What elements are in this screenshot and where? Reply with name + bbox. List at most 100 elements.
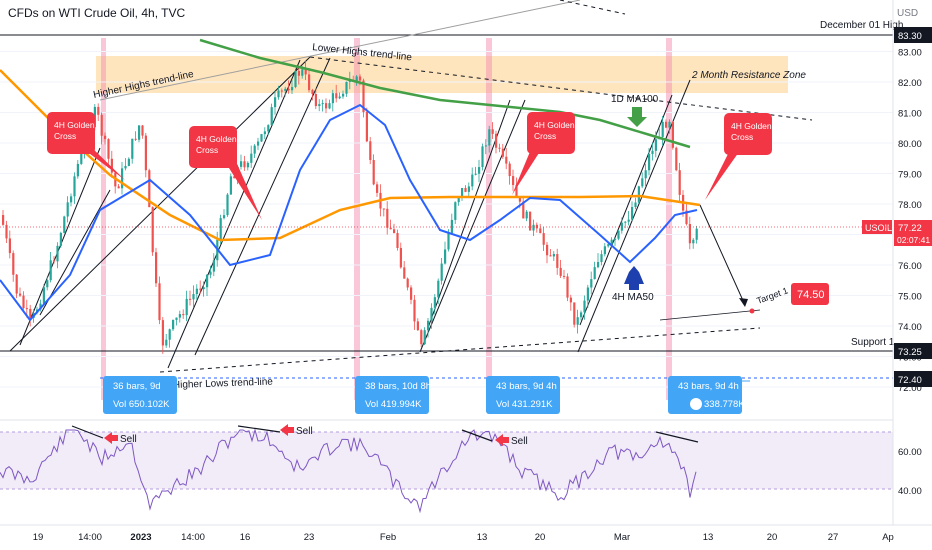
candle-body <box>297 70 300 76</box>
candle <box>311 88 314 101</box>
rsi-divergence-line-2 <box>237 425 281 433</box>
candle-body <box>39 303 42 310</box>
candle-body <box>70 196 73 203</box>
x-tick-label: 20 <box>767 532 778 543</box>
candle <box>641 172 644 189</box>
cross-span-3 <box>486 38 492 400</box>
replay-icon <box>690 398 702 410</box>
candle-body <box>393 229 396 233</box>
candle-body <box>624 221 627 223</box>
candle <box>590 271 593 295</box>
candle <box>165 333 168 348</box>
info-box-bg <box>103 376 177 414</box>
range-info-box-3: 43 bars, 9d 4h Vol 431.291K <box>486 376 560 414</box>
candle <box>73 172 76 204</box>
x-tick-label: 13 <box>703 532 714 543</box>
candle <box>399 242 402 269</box>
candle <box>481 143 484 171</box>
info-bars: 43 bars, 9d 4h <box>678 381 739 392</box>
callout-tail <box>512 142 546 195</box>
candle <box>209 265 212 279</box>
candle-body <box>607 244 610 247</box>
candle <box>63 215 66 234</box>
candle <box>355 75 358 86</box>
candle <box>433 293 436 315</box>
candle <box>185 290 188 322</box>
candle-body <box>263 131 266 135</box>
info-vol: Vol 419.994K <box>365 399 422 410</box>
candle <box>634 197 637 210</box>
candle <box>552 251 555 261</box>
candle-body <box>416 321 419 331</box>
candle <box>484 139 487 155</box>
cross-span-4 <box>666 38 672 400</box>
candle-body <box>529 211 532 231</box>
candle-body <box>382 208 385 210</box>
candle <box>5 220 8 243</box>
candle <box>246 161 249 171</box>
candle-body <box>410 287 413 300</box>
candle-body <box>321 103 324 105</box>
candle-body <box>12 253 15 275</box>
candle-body <box>355 76 358 82</box>
candle-body <box>427 320 430 331</box>
candle-body <box>665 121 668 128</box>
candle-body <box>637 186 640 203</box>
candle-body <box>223 215 226 219</box>
candle-body <box>165 339 168 346</box>
candle-body <box>457 196 460 203</box>
candle <box>141 124 144 139</box>
candle-body <box>121 168 124 189</box>
candle-body <box>403 267 406 279</box>
candle <box>430 303 433 329</box>
candle <box>124 158 127 171</box>
x-tick-label: 2023 <box>130 532 151 543</box>
candle-body <box>532 224 535 231</box>
x-tick-label: 16 <box>240 532 251 543</box>
candle-body <box>185 298 188 316</box>
candle <box>192 285 195 308</box>
candle-body <box>600 254 603 263</box>
candle-body <box>253 145 256 154</box>
candle <box>410 285 413 305</box>
rsi-band <box>0 432 893 489</box>
candle <box>450 213 453 235</box>
candle <box>2 209 5 226</box>
candle-body <box>362 80 365 113</box>
candle-body <box>573 302 576 325</box>
candle-body <box>675 147 678 171</box>
y-tick-label: 80.00 <box>898 139 922 150</box>
target-baseline <box>659 309 761 321</box>
candle-body <box>144 135 147 171</box>
candle <box>274 90 277 115</box>
candle-body <box>250 153 253 163</box>
candle-body <box>464 187 467 192</box>
candle-body <box>376 184 379 193</box>
candle-body <box>134 138 137 140</box>
candle-body <box>318 104 321 107</box>
candle-body <box>501 148 504 157</box>
y-tick-label: 74.00 <box>898 322 922 333</box>
candle <box>304 60 307 81</box>
candle-body <box>304 69 307 75</box>
candle-body <box>66 202 69 217</box>
candle-body <box>617 230 620 239</box>
candle <box>263 127 266 140</box>
candle-body <box>199 288 202 290</box>
channel-2a <box>167 59 301 369</box>
candle <box>195 284 198 301</box>
info-bars: 36 bars, 9d <box>113 381 161 392</box>
candle-body <box>73 176 76 197</box>
candle-body <box>49 260 52 281</box>
rsi-divergence-line-4 <box>655 431 699 443</box>
candle-body <box>539 228 542 234</box>
sell-label: Sell <box>296 426 313 437</box>
candle-body <box>342 93 345 97</box>
candle-body <box>396 232 399 248</box>
candle-body <box>301 69 304 76</box>
candle-body <box>467 186 470 192</box>
candle <box>491 122 494 140</box>
candle-body <box>182 314 185 316</box>
candle <box>240 154 243 170</box>
candle-body <box>229 176 232 195</box>
